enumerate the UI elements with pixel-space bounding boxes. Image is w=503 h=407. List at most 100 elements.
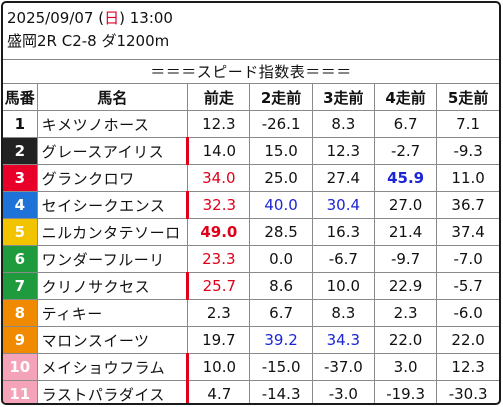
speed-index-cell: 32.3	[187, 191, 250, 219]
speed-index-cell: 7.1	[436, 110, 499, 138]
speed-index-cell: 27.0	[373, 191, 437, 219]
speed-index-cell: -15.0	[249, 353, 313, 381]
speed-index-cell: -6.0	[436, 299, 499, 327]
speed-index-cell: 27.4	[311, 164, 375, 192]
speed-index-cell: 3.0	[373, 353, 437, 381]
speed-index-cell: -7.0	[436, 245, 499, 273]
table-row: 3 グランクロワ 34.0 25.0 27.4 45.9 11.0	[3, 164, 499, 192]
col-header-horse-name: 馬名	[36, 83, 188, 111]
horse-number-badge: 10	[3, 353, 38, 381]
speed-index-cell: 25.0	[249, 164, 313, 192]
table-row: 10 メイショウフラム 10.0 -15.0 -37.0 3.0 12.3	[3, 353, 499, 381]
horse-number-badge: 11	[3, 380, 38, 403]
table-row: 7 クリノサクセス 25.7 8.6 10.0 22.9 -5.7	[3, 272, 499, 300]
horse-name: マロンスイーツ	[36, 326, 188, 354]
speed-index-cell: 22.0	[436, 326, 499, 354]
horse-number-badge: 6	[3, 245, 38, 273]
horse-name: グレースアイリス	[36, 137, 190, 165]
race-info: 盛岡2R C2-8 ダ1200m	[7, 32, 170, 50]
col-header-2-races-ago: 2走前	[249, 83, 313, 111]
speed-index-cell: -3.0	[311, 380, 375, 403]
horse-number-badge: 3	[3, 164, 38, 192]
speed-index-cell: -9.7	[373, 245, 437, 273]
table-row: 8 ティキー 2.3 6.7 8.3 2.3 -6.0	[3, 299, 499, 327]
speed-index-cell: -26.1	[249, 110, 313, 138]
col-header-number: 馬番	[3, 83, 38, 111]
horse-number-badge: 1	[3, 110, 38, 138]
speed-index-cell: -6.7	[311, 245, 375, 273]
speed-index-cell: 12.3	[436, 353, 499, 381]
table-title: ＝＝＝スピード指数表＝＝＝	[3, 59, 499, 83]
table-row: 11 ラストパラダイス 4.7 -14.3 -3.0 -19.3 -30.3	[3, 380, 499, 403]
speed-index-cell: 23.3	[187, 245, 250, 273]
col-header-4-races-ago: 4走前	[373, 83, 437, 111]
speed-index-cell: 10.0	[187, 353, 250, 381]
speed-index-cell: 10.0	[311, 272, 375, 300]
horse-number-badge: 9	[3, 326, 38, 354]
speed-index-cell: 39.2	[249, 326, 313, 354]
speed-index-cell: 15.0	[249, 137, 313, 165]
race-time: 13:00	[124, 9, 173, 27]
speed-index-cell: 2.3	[187, 299, 250, 327]
table-row: 9 マロンスイーツ 19.7 39.2 34.3 22.0 22.0	[3, 326, 499, 354]
table-row: 6 ワンダーフルーリ 23.3 0.0 -6.7 -9.7 -7.0	[3, 245, 499, 273]
col-header-5-races-ago: 5走前	[436, 83, 499, 111]
horse-number-badge: 7	[3, 272, 38, 300]
speed-index-cell: -5.7	[436, 272, 499, 300]
speed-index-cell: 19.7	[187, 326, 250, 354]
speed-index-cell: -9.3	[436, 137, 499, 165]
speed-index-cell: 25.7	[187, 272, 250, 300]
speed-index-cell: 22.0	[373, 326, 437, 354]
speed-index-cell: 11.0	[436, 164, 499, 192]
speed-index-cell: 34.0	[187, 164, 250, 192]
speed-index-cell: 28.5	[249, 218, 313, 246]
speed-index-cell: 6.7	[373, 110, 437, 138]
table-row: 5 ニルカンタテソーロ 49.0 28.5 16.3 21.4 37.4	[3, 218, 499, 246]
speed-index-cell: 8.3	[311, 110, 375, 138]
speed-index-cell: -14.3	[249, 380, 313, 403]
speed-index-cell: 8.3	[311, 299, 375, 327]
horse-name: ニルカンタテソーロ	[36, 218, 188, 246]
horse-name: グランクロワ	[36, 164, 188, 192]
horse-name: メイショウフラム	[36, 353, 190, 381]
speed-index-cell: 30.4	[311, 191, 375, 219]
speed-index-cell: -37.0	[311, 353, 375, 381]
speed-index-cell: 34.3	[311, 326, 375, 354]
table-row: 4 セイシークエンス 32.3 40.0 30.4 27.0 36.7	[3, 191, 499, 219]
horse-name: ティキー	[36, 299, 188, 327]
speed-index-cell: 45.9	[373, 164, 437, 192]
horse-name: ラストパラダイス	[36, 380, 190, 403]
speed-index-cell: 8.6	[249, 272, 313, 300]
day-close-paren: )	[119, 9, 125, 27]
horse-name: キメツノホース	[36, 110, 188, 138]
speed-index-cell: 49.0	[187, 218, 250, 246]
speed-index-cell: 2.3	[373, 299, 437, 327]
speed-index-cell: 21.4	[373, 218, 437, 246]
col-header-last-race: 前走	[187, 83, 250, 111]
table-row: 1 キメツノホース 12.3 -26.1 8.3 6.7 7.1	[3, 110, 499, 138]
horse-number-badge: 4	[3, 191, 38, 219]
col-header-3-races-ago: 3走前	[311, 83, 375, 111]
table-body: 1 キメツノホース 12.3 -26.1 8.3 6.7 7.1 2 グレースアイリス 14.0 1…	[3, 110, 499, 403]
horse-name: ワンダーフルーリ	[36, 245, 188, 273]
horse-name: セイシークエンス	[36, 191, 190, 219]
horse-number-badge: 5	[3, 218, 38, 246]
speed-index-cell: -19.3	[373, 380, 437, 403]
table-row: 2 グレースアイリス 14.0 15.0 12.3 -2.7 -9.3	[3, 137, 499, 165]
speed-index-cell: 37.4	[436, 218, 499, 246]
horse-number-badge: 2	[3, 137, 38, 165]
table-header-row: 馬番 馬名 前走 2走前 3走前 4走前 5走前	[3, 83, 499, 111]
speed-index-cell: 12.3	[187, 110, 250, 138]
race-date: 2025/09/07	[7, 9, 94, 27]
race-datetime: 2025/09/07 (日) 13:00	[7, 8, 173, 28]
speed-index-cell: 14.0	[187, 137, 250, 165]
horse-name: クリノサクセス	[36, 272, 190, 300]
speed-index-cell: 22.9	[373, 272, 437, 300]
race-weekday: 日	[104, 9, 120, 27]
speed-index-cell: -2.7	[373, 137, 437, 165]
horse-number-badge: 8	[3, 299, 38, 327]
speed-index-table: 馬番 馬名 前走 2走前 3走前 4走前 5走前 1 キメツノホース 12.3 -26…	[3, 83, 499, 403]
speed-index-cell: 6.7	[249, 299, 313, 327]
speed-index-cell: 16.3	[311, 218, 375, 246]
